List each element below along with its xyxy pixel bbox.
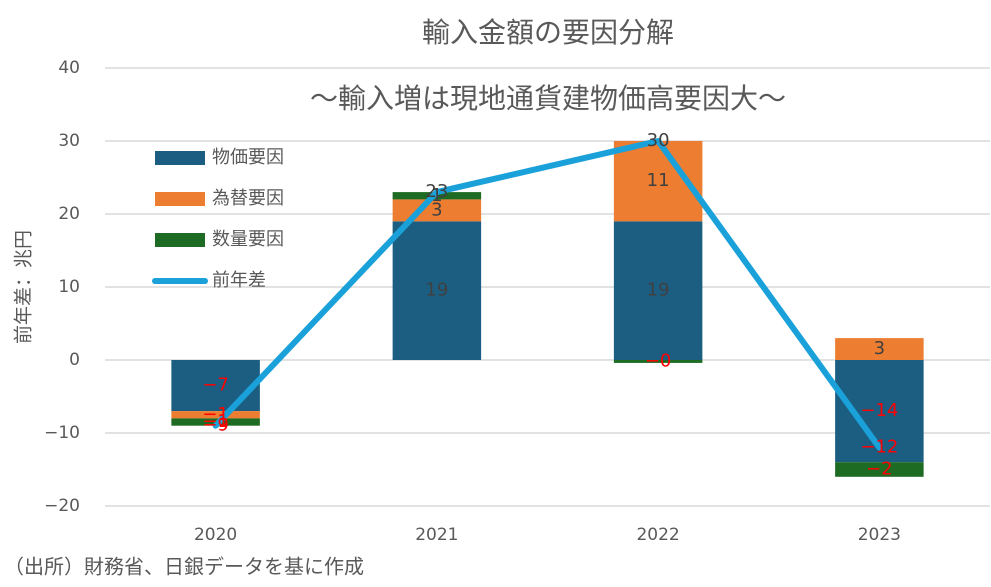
data-label: −9: [202, 415, 229, 436]
bar-segment: [835, 338, 924, 360]
data-label: 30: [647, 130, 670, 151]
bar-segment: [835, 462, 924, 477]
data-label: 23: [425, 181, 448, 202]
data-label: 3: [874, 338, 885, 359]
legend-label: 数量要因: [212, 229, 284, 250]
source-note: （出所）財務省、日銀データを基に作成: [4, 555, 364, 579]
legend-label: 為替要因: [212, 188, 284, 209]
x-tick-label: 2022: [636, 525, 679, 545]
y-tick-label: 10: [58, 277, 80, 297]
data-label: −7: [202, 375, 229, 396]
data-label: 19: [425, 280, 448, 301]
data-label: −1: [202, 411, 229, 432]
legend-swatch: [155, 233, 205, 247]
data-label: −14: [860, 400, 898, 421]
legend-swatch: [155, 151, 205, 165]
data-label: 19: [647, 280, 670, 301]
bar-segment: [171, 360, 260, 412]
y-tick-label: 30: [58, 131, 80, 151]
y-tick-label: −10: [44, 423, 80, 443]
legend-swatch: [155, 192, 205, 206]
bar-segment: [171, 411, 260, 419]
y-axis-label: 前年差：兆円: [13, 230, 35, 344]
y-tick-label: 20: [58, 204, 80, 224]
x-tick-label: 2021: [415, 525, 458, 545]
data-label: 11: [647, 170, 670, 191]
bar-segment: [613, 360, 703, 363]
chart-title: 輸入金額の要因分解: [422, 16, 674, 49]
legend-label: 物価要因: [212, 147, 284, 168]
data-label: −0: [645, 350, 672, 371]
data-label: −2: [866, 459, 893, 480]
x-tick-label: 2020: [194, 525, 237, 545]
data-label: 3: [431, 199, 442, 220]
legend-label: 前年差: [212, 270, 266, 291]
x-tick-label: 2023: [858, 525, 901, 545]
y-tick-label: −20: [44, 496, 80, 516]
y-tick-label: 0: [69, 350, 80, 370]
y-tick-label: 40: [58, 58, 80, 78]
bar-segment: [392, 221, 482, 360]
bar-segment: [613, 221, 703, 360]
data-label: −1: [202, 404, 229, 425]
data-label: 1: [431, 185, 442, 206]
data-label: −12: [860, 437, 898, 458]
line-series: [212, 138, 883, 451]
chart-subtitle: ～輸入増は現地通貨建物価高要因大～: [310, 82, 786, 115]
